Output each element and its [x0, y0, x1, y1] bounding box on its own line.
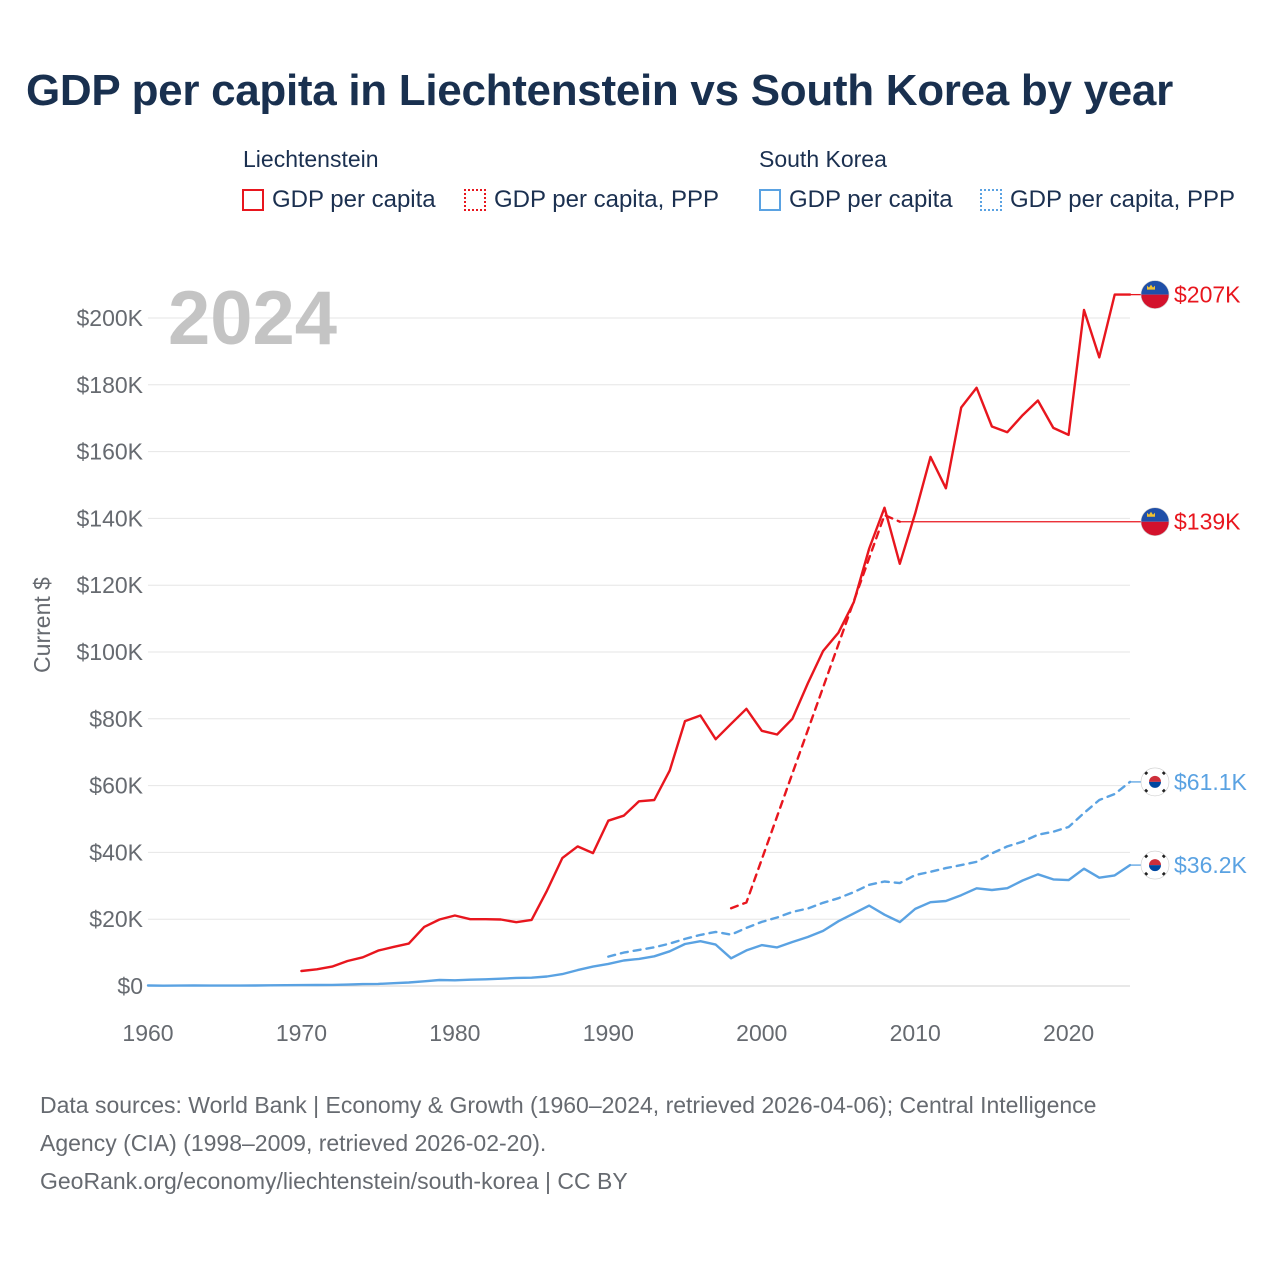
- series-line-liechtenstein-gdp-per-capita[interactable]: [300, 293, 1132, 973]
- end-value-label: $36.2K: [1174, 852, 1248, 878]
- sources-line-1: Data sources: World Bank | Economy & Gro…: [40, 1092, 1097, 1118]
- legend-swatch-solid-red: [242, 189, 264, 211]
- legend-item-south-korea-gdp-ppp[interactable]: GDP per capita, PPP: [980, 184, 1235, 216]
- sources-line-3[interactable]: GeoRank.org/economy/liechtenstein/south-…: [40, 1168, 628, 1194]
- flag-liechtenstein-icon: [1140, 507, 1170, 537]
- chart-title: GDP per capita in Liechtenstein vs South…: [26, 66, 1173, 115]
- data-sources: Data sources: World Bank | Economy & Gro…: [40, 1086, 1250, 1200]
- y-tick-label: $160K: [76, 439, 143, 465]
- y-tick-label: $60K: [89, 773, 143, 799]
- x-tick-label: 2020: [1043, 1020, 1094, 1046]
- end-label-group: $61.1K: [1130, 767, 1248, 797]
- axis-ticks: $0 $20K $40K $60K $80K $100K $120K $140K $160K $1…: [76, 305, 1094, 1046]
- sources-line-2: Agency (CIA) (1998–2009, retrieved 2026-…: [40, 1130, 547, 1156]
- end-value-label: $207K: [1174, 282, 1241, 308]
- end-value-label: $139K: [1174, 509, 1241, 535]
- y-tick-label: $100K: [76, 639, 143, 665]
- x-tick-label: 1980: [429, 1020, 480, 1046]
- y-axis-title: Current $: [29, 577, 55, 673]
- y-tick-label: $40K: [89, 839, 143, 865]
- legend-swatch-dotted-red: [464, 189, 486, 211]
- y-tick-label: $200K: [76, 305, 143, 331]
- x-tick-label: 1990: [583, 1020, 634, 1046]
- x-tick-label: 1960: [122, 1020, 173, 1046]
- y-tick-label: $180K: [76, 372, 143, 398]
- series-line-south-korea-gdp-per-capita[interactable]: [146, 863, 1132, 987]
- legend-swatch-solid-blue: [759, 189, 781, 211]
- legend-label: GDP per capita: [789, 186, 953, 213]
- legend-swatch-dotted-blue: [980, 189, 1002, 211]
- end-labels: $207K $139K $36.2K $61.1K: [899, 280, 1248, 880]
- legend-label: GDP per capita, PPP: [1010, 186, 1235, 213]
- legend-label: GDP per capita: [272, 186, 436, 213]
- legend-label: GDP per capita, PPP: [494, 186, 719, 213]
- y-tick-label: $20K: [89, 906, 143, 932]
- year-watermark: 2024: [168, 276, 337, 361]
- x-tick-label: 1970: [276, 1020, 327, 1046]
- legend-group-liechtenstein: Liechtenstein: [243, 146, 379, 172]
- flag-liechtenstein-icon: [1140, 280, 1170, 309]
- series-lines: [146, 293, 1132, 987]
- x-tick-label: 2010: [890, 1020, 941, 1046]
- end-label-group: $36.2K: [1130, 850, 1248, 880]
- legend-group-south-korea: South Korea: [759, 146, 887, 172]
- y-tick-label: $80K: [89, 706, 143, 732]
- y-tick-label: $0: [117, 973, 143, 999]
- x-tick-label: 2000: [736, 1020, 787, 1046]
- flag-south-korea-icon: [1140, 850, 1170, 880]
- end-label-group: $207K: [1130, 280, 1241, 309]
- legend-item-liechtenstein-gdp-ppp[interactable]: GDP per capita, PPP: [464, 184, 719, 216]
- grid-lines: [148, 317, 1130, 987]
- end-value-label: $61.1K: [1174, 769, 1248, 795]
- series-line-south-korea-gdp-per-capita-ppp[interactable]: [607, 780, 1132, 958]
- y-tick-label: $120K: [76, 572, 143, 598]
- legend-item-south-korea-gdp[interactable]: GDP per capita: [759, 184, 953, 216]
- legend-item-liechtenstein-gdp[interactable]: GDP per capita: [242, 184, 436, 216]
- y-tick-label: $140K: [76, 505, 143, 531]
- series-line-liechtenstein-gdp-per-capita-ppp[interactable]: [729, 513, 901, 910]
- flag-south-korea-icon: [1140, 767, 1170, 797]
- end-label-group: $139K: [899, 507, 1241, 537]
